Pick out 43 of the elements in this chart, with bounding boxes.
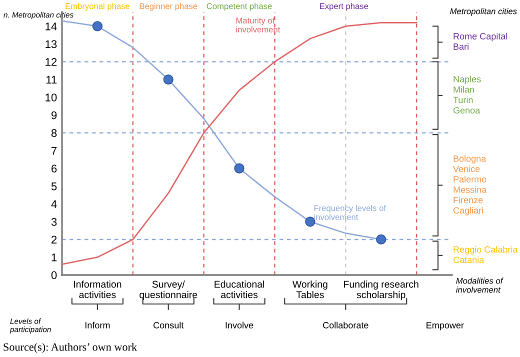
annotation: Metropolitan cities [450,8,517,16]
point [376,234,386,245]
x-tick-label: Funding research scholarship [344,280,418,300]
text: Reggio Calabria Catania [453,246,518,264]
text: Empower [426,322,464,330]
y-tick-label: 0 [51,271,57,280]
y-tick-label: 12 [46,58,57,66]
y-tick-label: 1 [52,254,57,262]
text: Competent phase [206,3,272,11]
text: Expert phase [320,3,368,11]
text: Rome Capital Bari [454,32,508,50]
y-tick-label: 4 [51,200,57,208]
y-tick-label: 6 [52,164,57,173]
x-axis-title: Modalities of involvement [456,278,504,293]
x-tick-label: Survey/ questionnaire [140,280,198,300]
y-tick-label: 11 [46,76,57,84]
text: Inform [85,322,110,328]
text: Collaborate [323,322,368,328]
x-tick-label: Working Tables [292,280,328,298]
source-note: Source(s): Authors’ own work [4,342,138,354]
x-tick-label: Educational activities [214,280,264,298]
y-tick-label: 13 [46,40,57,48]
text: Bologna Venice Palermo Messina Firenze Cagliari [453,155,487,216]
y-tick-label: 8 [51,129,57,137]
y-tick-label: 5 [51,182,57,190]
text: Naples Milan Turin Genoa [453,76,481,114]
x-tick-label: Information activities [74,280,122,298]
text: Beginner phase [140,3,198,11]
text: Embryonal phase [66,3,130,11]
y-tick-label: 7 [52,146,57,155]
text: Maturity of involvement [236,17,280,32]
y-tick-label: 9 [51,111,57,120]
point [305,216,316,227]
y-tick-label: 14 [46,22,57,30]
point [234,163,244,174]
y-tick-label: 10 [46,94,57,102]
y-tick-label: 3 [51,218,57,226]
text: Involve [226,322,254,328]
point [92,21,103,32]
point [163,74,174,85]
y-tick-label: 2 [52,236,57,244]
series-label: Frequency levels of involvement [314,204,386,220]
text: Consult [154,322,184,328]
